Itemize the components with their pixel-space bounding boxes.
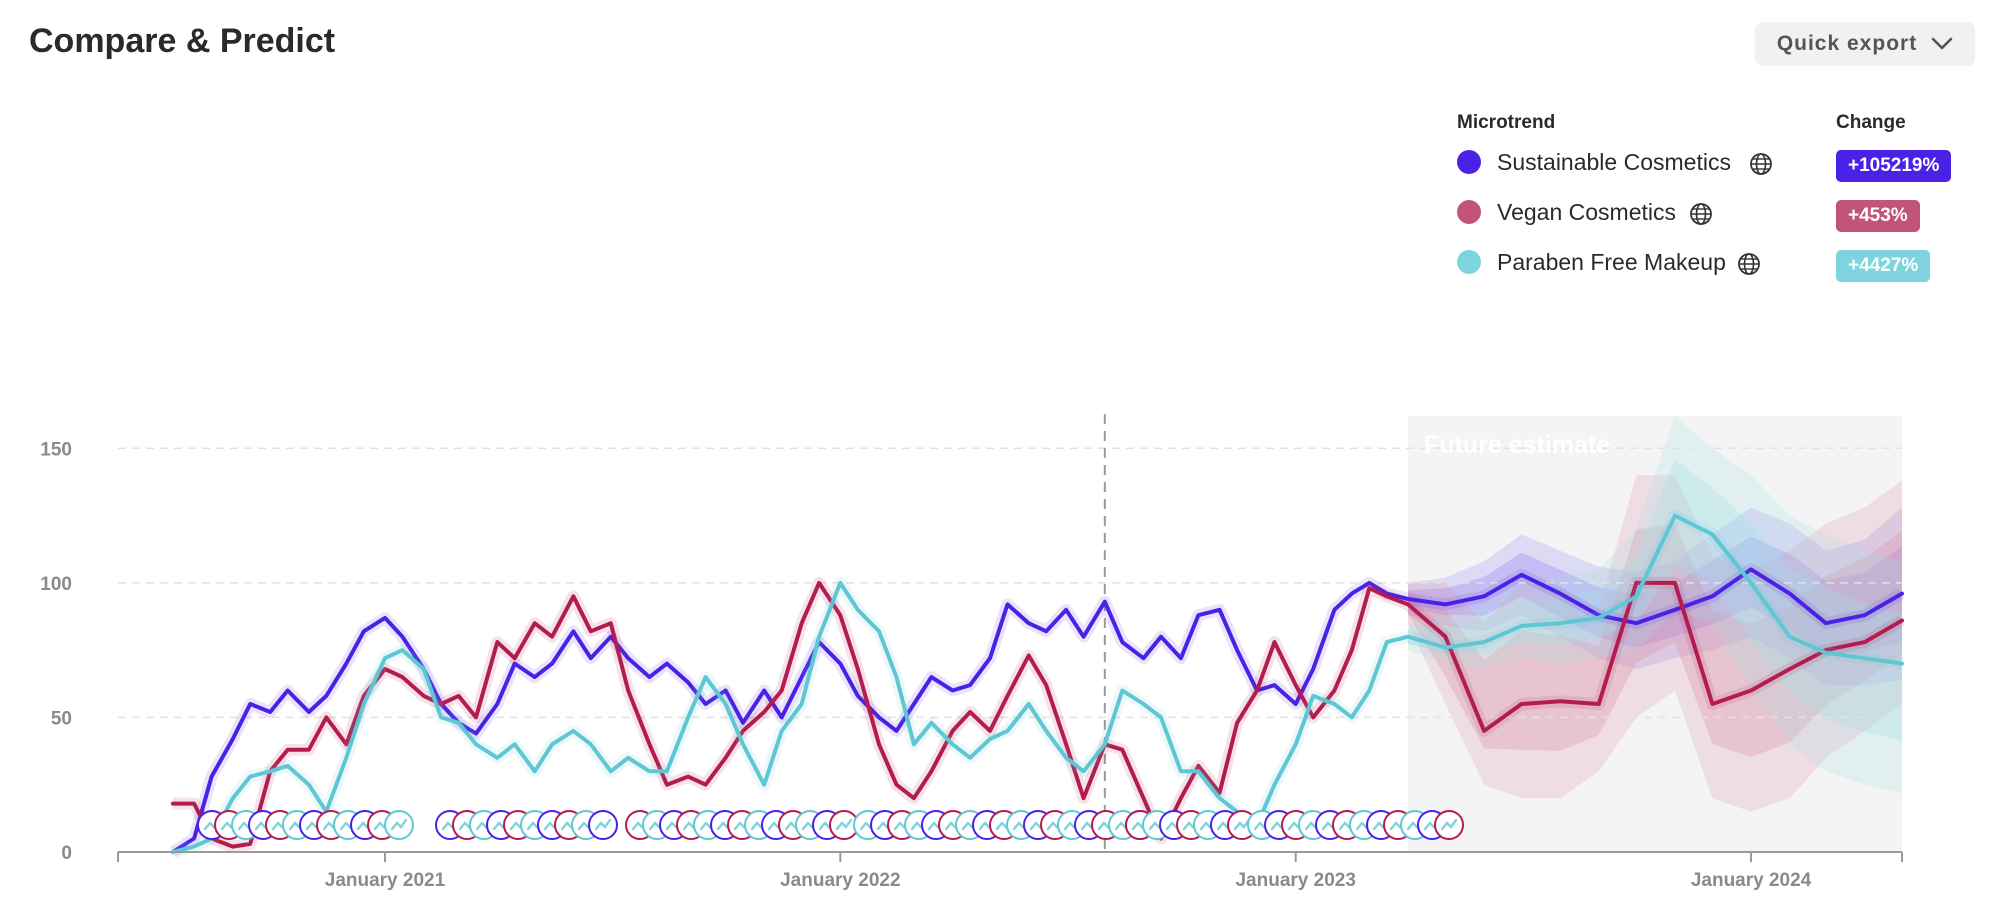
forecast-band	[1408, 475, 1902, 812]
event-markers	[197, 810, 1464, 840]
forecast-bands	[1408, 416, 1902, 812]
legend-header-microtrend: Microtrend	[1457, 112, 1556, 133]
x-axis: January 2021 January 2022 January 2023 Janu…	[117, 851, 1903, 891]
forecast-band	[1408, 536, 1902, 655]
legend-color-dot	[1457, 200, 1481, 224]
y-tick-label: 50	[51, 708, 72, 729]
trend-icon	[835, 818, 853, 831]
legend-header-change: Change	[1836, 112, 1906, 133]
trend-icon	[390, 818, 408, 831]
legend-item-label: Sustainable Cosmetics	[1497, 149, 1731, 175]
page-title: Compare & Predict	[29, 22, 336, 60]
event-marker	[588, 810, 618, 840]
globe-icon[interactable]	[1737, 252, 1761, 276]
trend-icon	[1440, 818, 1458, 831]
grid-lines: 0 50 100 150	[40, 439, 1902, 864]
y-tick-label: 0	[61, 843, 72, 864]
event-marker	[1434, 810, 1464, 840]
x-tick-label: January 2023	[1235, 870, 1355, 891]
legend-item-sustainable-cosmetics[interactable]: Sustainable Cosmetics +105219%	[1457, 146, 1977, 182]
globe-icon[interactable]	[1749, 152, 1773, 176]
series-line	[170, 513, 1904, 854]
y-tick-label: 150	[40, 439, 72, 460]
legend-color-dot	[1457, 250, 1481, 274]
change-badge: +4427%	[1836, 250, 1931, 282]
forecast-band	[1408, 507, 1902, 686]
future-estimate-region	[1407, 416, 1902, 852]
change-badge: +453%	[1836, 200, 1920, 232]
legend-color-dot	[1457, 150, 1481, 174]
quick-export-label: Quick export	[1776, 32, 1918, 55]
x-tick-label: January 2024	[1691, 870, 1812, 891]
trend-icon	[1233, 818, 1251, 831]
x-tick-label: January 2022	[780, 870, 900, 891]
event-marker	[384, 810, 414, 840]
legend-item-label: Vegan Cosmetics	[1497, 199, 1676, 225]
y-tick-label: 100	[40, 574, 72, 595]
legend-item-paraben-free-makeup[interactable]: Paraben Free Makeup +4427%	[1457, 246, 1977, 282]
globe-icon[interactable]	[1689, 202, 1713, 226]
forecast-band	[1408, 459, 1902, 741]
quick-export-button[interactable]: Quick export	[1755, 22, 1975, 66]
trend-icon	[594, 818, 612, 831]
legend-item-label: Paraben Free Makeup	[1497, 249, 1726, 275]
forecast-band	[1408, 523, 1902, 758]
legend-item-vegan-cosmetics[interactable]: Vegan Cosmetics +453%	[1457, 196, 1977, 232]
series-lines	[169, 509, 1906, 858]
chevron-down-icon	[1931, 37, 1953, 50]
future-estimate-label: Future estimate	[1424, 431, 1610, 459]
forecast-band	[1408, 416, 1902, 793]
change-badge: +105219%	[1836, 150, 1952, 182]
x-tick-label: January 2021	[325, 870, 446, 891]
series-line	[170, 580, 1904, 849]
legend: Microtrend Change Sustainable Cosmetics …	[1457, 112, 1977, 292]
